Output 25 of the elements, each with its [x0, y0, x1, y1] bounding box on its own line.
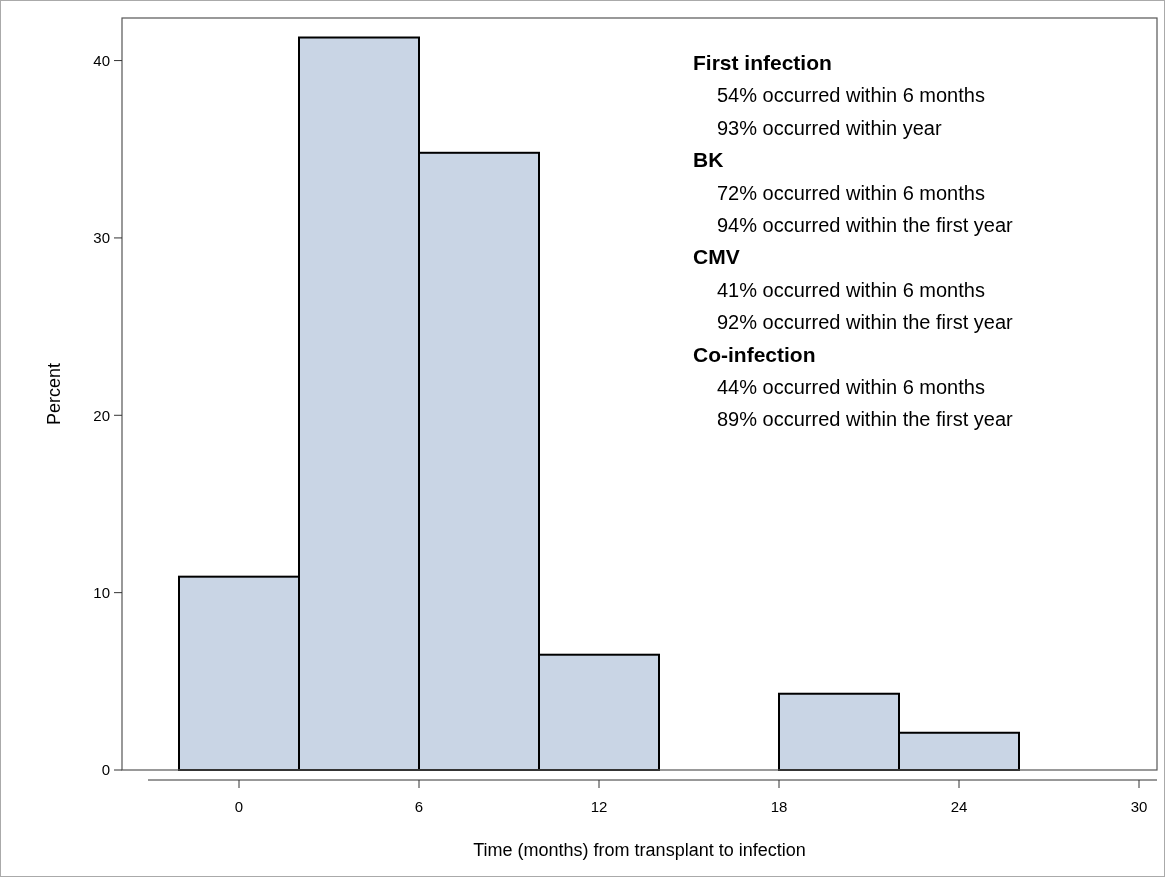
y-tick-label: 30 — [93, 229, 110, 247]
x-tick-label: 6 — [414, 798, 424, 815]
y-tick-label: 0 — [101, 761, 110, 779]
y-tick-label: 40 — [93, 51, 110, 69]
annotation: 93% occurred within year — [717, 116, 942, 139]
y-tick-label: 20 — [93, 406, 110, 424]
x-tick-label: 12 — [590, 798, 608, 815]
x-axis-title: Time (months) from transplant to infection — [473, 840, 806, 860]
x-tick-label: 18 — [770, 798, 788, 815]
annotation: 44% occurred within 6 months — [717, 376, 985, 398]
y-tick-label: 10 — [93, 583, 110, 601]
annotation: BK — [693, 148, 724, 172]
annotation: CMV — [693, 245, 740, 269]
annotation: 72% occurred within 6 months — [717, 181, 985, 204]
annotation: First infection — [693, 51, 832, 74]
annotation: 41% occurred within 6 months — [717, 278, 985, 301]
y-axis-title: Percent — [44, 362, 64, 426]
annotation: 89% occurred within the first year — [717, 408, 1014, 431]
annotation: 92% occurred within the first year — [717, 311, 1014, 334]
annotation: 94% occurred within the first year — [717, 214, 1014, 236]
annotation: 54% occurred within 6 months — [717, 84, 985, 107]
x-tick-label: 30 — [1130, 798, 1148, 815]
x-tick-label: 0 — [234, 798, 244, 815]
x-tick-label: 24 — [950, 798, 968, 815]
annotation: Co-infection — [693, 342, 816, 366]
